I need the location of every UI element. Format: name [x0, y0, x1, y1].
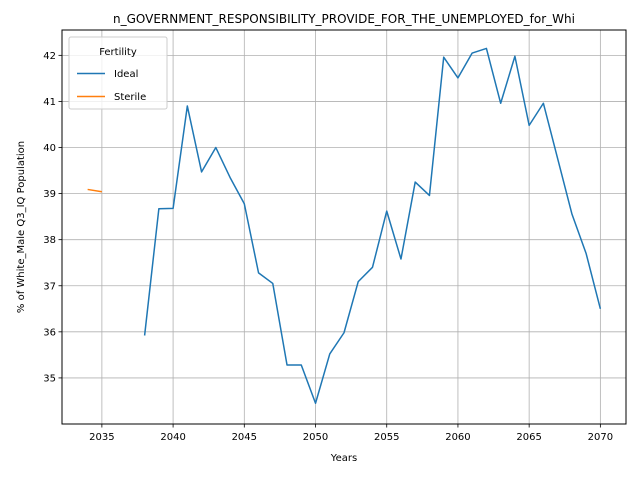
x-tick-label: 2055: [374, 432, 399, 443]
x-tick-label: 2040: [160, 432, 185, 443]
y-tick-label: 36: [43, 327, 56, 338]
y-tick-label: 40: [43, 143, 56, 154]
legend-title: Fertility: [99, 47, 137, 58]
x-tick-label: 2065: [516, 432, 541, 443]
y-tick-label: 41: [43, 97, 56, 108]
y-tick-label: 37: [43, 281, 56, 292]
legend-label-ideal: Ideal: [114, 69, 138, 80]
y-tick-label: 39: [43, 189, 56, 200]
x-tick-label: 2045: [232, 432, 257, 443]
y-tick-label: 38: [43, 235, 56, 246]
y-tick-label: 42: [43, 51, 56, 62]
y-axis-label: % of White_Male Q3_IQ Population: [16, 141, 27, 313]
legend-label-sterile: Sterile: [114, 92, 146, 103]
x-axis-label: Years: [330, 453, 357, 464]
x-tick-label: 2070: [588, 432, 613, 443]
legend: Fertility Ideal Sterile: [69, 37, 167, 109]
x-tick-label: 2035: [89, 432, 114, 443]
x-tick-label: 2050: [303, 432, 328, 443]
y-tick-label: 35: [43, 373, 56, 384]
x-tick-label: 2060: [445, 432, 470, 443]
chart-title: n_GOVERNMENT_RESPONSIBILITY_PROVIDE_FOR_…: [113, 12, 575, 26]
